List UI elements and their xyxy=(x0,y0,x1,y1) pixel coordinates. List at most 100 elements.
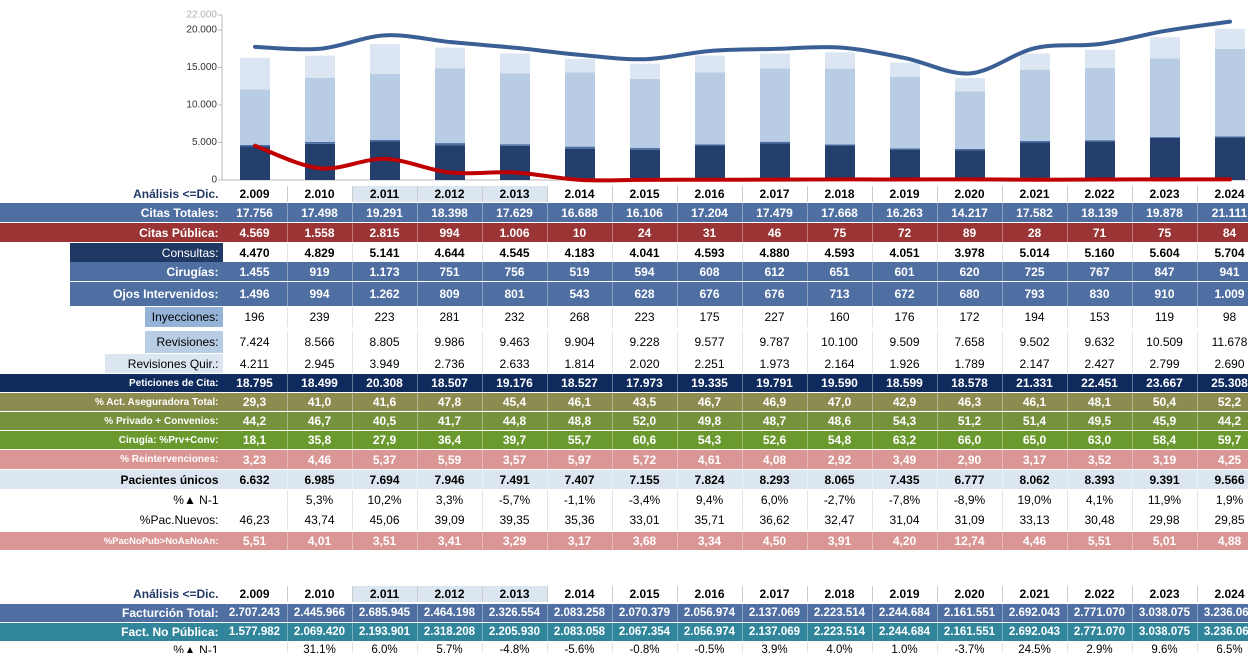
cell: 3,52 xyxy=(1067,450,1133,469)
cell: 31,09 xyxy=(937,510,1003,530)
year-header: 2.018 xyxy=(807,586,873,602)
cell: 48,1 xyxy=(1067,393,1133,411)
cell: 33,13 xyxy=(1002,510,1068,530)
cell: 2.137.069 xyxy=(742,604,808,622)
year-header: 2.014 xyxy=(547,586,613,602)
cell: 601 xyxy=(872,262,938,281)
year-header: 2.011 xyxy=(352,586,418,602)
cell: 847 xyxy=(1132,262,1198,281)
cell: 11,9% xyxy=(1132,490,1198,509)
cell: 16.688 xyxy=(547,203,613,222)
bar-segment xyxy=(955,150,985,180)
cell: 4.211 xyxy=(222,354,288,373)
cell: 160 xyxy=(807,307,873,327)
cell: 830 xyxy=(1067,282,1133,306)
cell: 1.558 xyxy=(287,223,353,242)
cell: 29,85 xyxy=(1197,510,1248,530)
cell: 2.692.043 xyxy=(1002,623,1068,641)
bar-segment xyxy=(565,58,595,73)
cell: 2.707.243 xyxy=(222,604,288,622)
cell: 39,7 xyxy=(482,431,548,449)
cell: 5.160 xyxy=(1067,243,1133,262)
cell: 7.658 xyxy=(937,331,1003,353)
cell: 41,0 xyxy=(287,393,353,411)
cell: 46,9 xyxy=(742,393,808,411)
cell: 9.463 xyxy=(482,331,548,353)
cell: 9.502 xyxy=(1002,331,1068,353)
bar-segment xyxy=(695,55,725,73)
row-label: Cirugía: %Prv+Conv: xyxy=(0,431,223,449)
year-header: 2.010 xyxy=(287,586,353,602)
cell: 63,2 xyxy=(872,431,938,449)
row-label: Citas Pública: xyxy=(0,223,223,242)
cell: 680 xyxy=(937,282,1003,306)
cell: 45,06 xyxy=(352,510,418,530)
year-header: 2.019 xyxy=(872,586,938,602)
cell: 751 xyxy=(417,262,483,281)
cell: 3.038.075 xyxy=(1132,604,1198,622)
cell: 43,74 xyxy=(287,510,353,530)
cell: 16.263 xyxy=(872,203,938,222)
cell: 1.496 xyxy=(222,282,288,306)
bar-segment xyxy=(760,143,790,180)
bar-segment xyxy=(305,141,335,144)
cell: 46,23 xyxy=(222,510,288,530)
cell: 7.824 xyxy=(677,470,743,489)
cell: 2.690 xyxy=(1197,354,1248,373)
year-header: 2.019 xyxy=(872,186,938,202)
cell: 4,50 xyxy=(742,532,808,550)
cell: 41,7 xyxy=(417,412,483,430)
cell: 9.577 xyxy=(677,331,743,353)
cell xyxy=(222,490,288,509)
bar-segment xyxy=(1085,49,1115,68)
cell: 23.667 xyxy=(1132,374,1198,392)
cell: -0,8% xyxy=(612,642,678,653)
cell: 6.632 xyxy=(222,470,288,489)
cell: 58,4 xyxy=(1132,431,1198,449)
cell: 84 xyxy=(1197,223,1248,242)
cell: 4.593 xyxy=(677,243,743,262)
year-header: 2.020 xyxy=(937,586,1003,602)
cell: 2.427 xyxy=(1067,354,1133,373)
cell: 4,20 xyxy=(872,532,938,550)
cell: 19.878 xyxy=(1132,203,1198,222)
year-header: 2.013 xyxy=(482,186,548,202)
bar-segment xyxy=(890,76,920,149)
bar-segment xyxy=(630,78,660,149)
cell: 3,19 xyxy=(1132,450,1198,469)
cell: 1,0% xyxy=(872,642,938,653)
year-header: 2.014 xyxy=(547,186,613,202)
cell: 42,9 xyxy=(872,393,938,411)
cell: 2.771.070 xyxy=(1067,604,1133,622)
cell: 9.566 xyxy=(1197,470,1248,489)
bar-segment xyxy=(890,148,920,150)
cell: 3.236.069 xyxy=(1197,623,1248,641)
cell: 18.507 xyxy=(417,374,483,392)
cell: 3,41 xyxy=(417,532,483,550)
cell: 8.805 xyxy=(352,331,418,353)
cell: 3.236.069 xyxy=(1197,604,1248,622)
cell: 17.582 xyxy=(1002,203,1068,222)
row-label: Inyecciones: xyxy=(145,307,223,327)
cell: -3,7% xyxy=(937,642,1003,653)
cell: 7.435 xyxy=(872,470,938,489)
cell: 29,3 xyxy=(222,393,288,411)
cell: 223 xyxy=(352,307,418,327)
cell: 17.756 xyxy=(222,203,288,222)
cell: 47,0 xyxy=(807,393,873,411)
bar-segment xyxy=(955,91,985,149)
cell: 31,04 xyxy=(872,510,938,530)
cell: 4,0% xyxy=(807,642,873,653)
cell: 22.451 xyxy=(1067,374,1133,392)
cell: 2.799 xyxy=(1132,354,1198,373)
year-header: 2.017 xyxy=(742,586,808,602)
cell: 39,09 xyxy=(417,510,483,530)
cell: 919 xyxy=(287,262,353,281)
cell: 35,71 xyxy=(677,510,743,530)
bar-segment xyxy=(435,143,465,146)
y-tick-label: 20.000 xyxy=(186,25,217,36)
cell: 54,8 xyxy=(807,431,873,449)
bar-segment xyxy=(240,57,270,90)
cell: 4,1% xyxy=(1067,490,1133,509)
cell: 10 xyxy=(547,223,613,242)
